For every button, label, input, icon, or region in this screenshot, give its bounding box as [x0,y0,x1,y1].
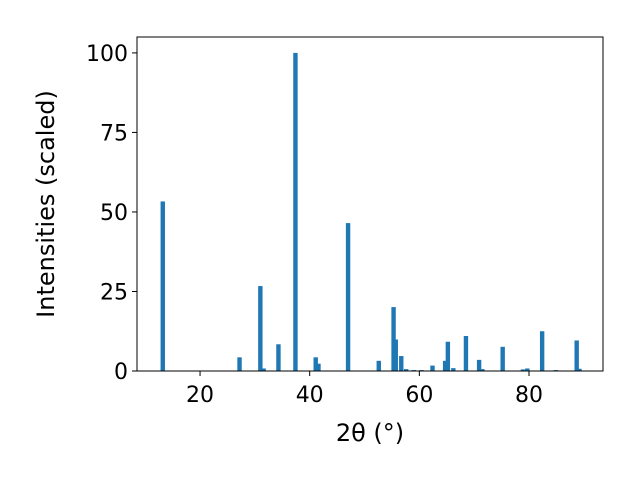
bar [525,368,530,371]
bar [430,365,435,371]
bar [261,368,266,371]
y-tick-label: 100 [86,42,128,67]
bar [577,368,582,371]
x-tick-label: 80 [515,383,543,408]
bar [463,336,469,371]
y-tick-label: 50 [100,201,128,226]
bar [480,369,485,371]
x-axis: 20 40 60 80 [186,371,543,408]
bar [574,340,579,371]
bar [276,344,281,371]
bar [391,307,396,371]
bar [316,363,321,371]
y-axis: 0 25 50 75 100 [86,42,137,385]
bar [160,201,165,371]
plot-frame [136,36,604,372]
x-tick-label: 40 [296,383,324,408]
x-tick-label: 60 [405,383,433,408]
bar [442,360,448,371]
bar [313,357,318,371]
bar [403,369,409,371]
bar [345,223,351,371]
bar [258,286,263,371]
y-tick-label: 25 [100,280,128,305]
bar [393,339,398,371]
y-axis-label: Intensities (scaled) [32,90,60,318]
bar [451,368,456,371]
bar [520,369,526,371]
y-tick-label: 0 [114,360,128,385]
y-tick-label: 75 [100,121,128,146]
bar [445,341,451,371]
bar [539,331,545,371]
bar [237,357,242,371]
bars-group [160,52,582,372]
x-axis-label: 2θ (°) [336,419,404,447]
bar [376,360,381,371]
bar [293,52,298,372]
bar [399,356,404,371]
bar [500,346,505,371]
x-tick-label: 20 [186,383,214,408]
bar [476,359,482,371]
